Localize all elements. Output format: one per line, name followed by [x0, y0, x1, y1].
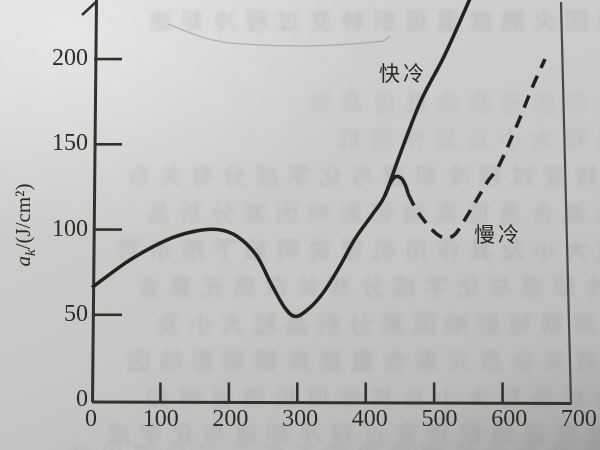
paper-crease-mark — [167, 23, 391, 47]
y-axis-label-subscript: k — [23, 249, 40, 256]
y-tick-label-0: 0 — [76, 386, 88, 412]
y-tick-label-150: 150 — [52, 130, 88, 157]
x-tick-label-300: 300 — [282, 406, 319, 432]
x-tick-label-0: 0 — [85, 406, 97, 432]
axis-tick-marks — [94, 57, 504, 403]
slow-cooling-curve-label: 慢冷 — [474, 223, 522, 247]
x-tick-label-700: 700 — [560, 406, 597, 432]
y-tick-label-200: 200 — [52, 45, 88, 72]
slow-cooling-curve-solid-segment — [383, 174, 410, 197]
fast-cooling-curve-label: 快冷 — [379, 62, 427, 86]
y-axis-label-symbol: a — [11, 255, 35, 267]
x-tick-label-100: 100 — [142, 406, 179, 432]
x-tick-label-400: 400 — [351, 406, 388, 432]
x-tick-label-600: 600 — [491, 406, 528, 432]
fast-cooling-curve — [90, 0, 472, 319]
x-axis-line — [91, 400, 572, 405]
y-axis-arrow-barb — [81, 1, 97, 16]
slow-cooling-curve-dashed-segment — [406, 58, 547, 240]
y-axis-line — [91, 0, 98, 403]
data-curves — [90, 0, 547, 319]
x-tick-label-200: 200 — [212, 406, 249, 432]
right-frame-line — [559, 1, 573, 404]
x-tick-label-500: 500 — [421, 406, 458, 432]
y-tick-label-100: 100 — [52, 215, 88, 242]
y-tick-label-50: 50 — [64, 300, 88, 327]
